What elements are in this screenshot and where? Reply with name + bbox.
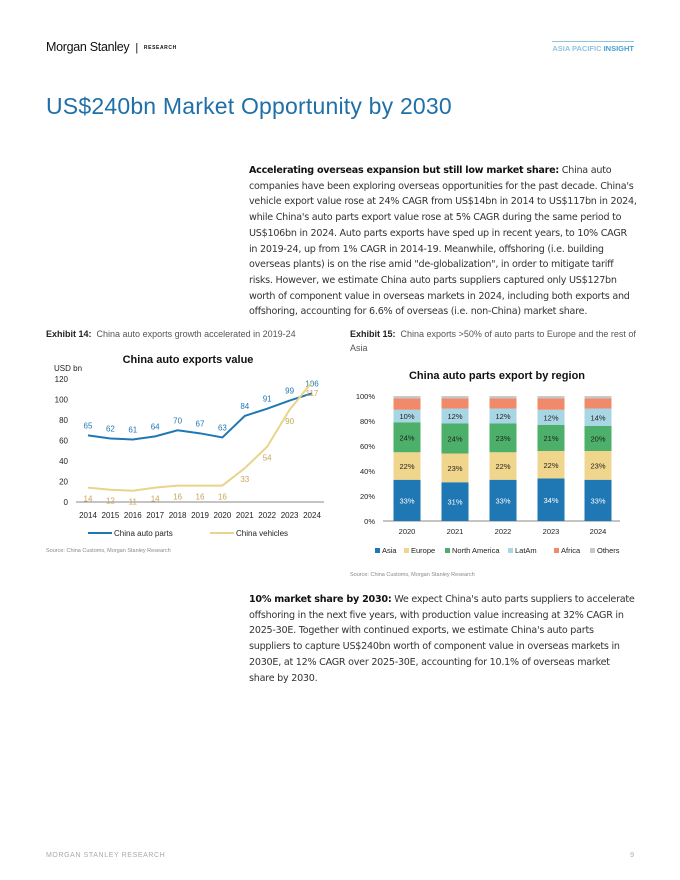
x-tick-label: 2023	[281, 511, 299, 520]
exhibit-caption: China auto exports growth accelerated in…	[96, 329, 296, 339]
paragraph-lead: Accelerating overseas expansion but stil…	[249, 165, 559, 176]
legend-label: China auto parts	[114, 529, 173, 538]
logo-separator: |	[135, 42, 138, 54]
data-label: 63	[218, 423, 227, 432]
page-number: 9	[630, 852, 634, 859]
series-suffix: INSIGHT	[603, 44, 634, 53]
exhibit-label: Exhibit 14:	[46, 329, 92, 339]
data-label: 16	[218, 493, 227, 502]
data-label: 16	[196, 493, 205, 502]
page-title: US$240bn Market Opportunity by 2030	[46, 93, 452, 119]
y-tick-label: 120	[55, 375, 69, 384]
data-label: 84	[240, 402, 249, 411]
legend-label: China vehicles	[236, 529, 288, 538]
paragraph-body: We expect China's auto parts suppliers t…	[249, 594, 635, 684]
series-line-china-vehicles	[87, 381, 313, 492]
x-tick-label: 2017	[146, 511, 164, 520]
exhibit-14-caption: Exhibit 14: China auto exports growth ac…	[46, 327, 336, 341]
y-tick-label: 40	[59, 457, 68, 466]
x-tick-label: 2014	[79, 511, 97, 520]
exhibit-label: Exhibit 15:	[350, 329, 396, 339]
data-label: 12	[106, 497, 115, 506]
y-tick-label: 100	[55, 396, 69, 405]
brand-name: Morgan Stanley	[46, 40, 130, 54]
x-tick-label: 2020	[214, 511, 232, 520]
x-tick-label: 2022	[258, 511, 276, 520]
section-label: RESEARCH	[143, 45, 177, 51]
data-label: 90	[285, 417, 294, 426]
data-label: 62	[106, 424, 115, 433]
data-label: 65	[84, 421, 93, 430]
x-tick-label: 2018	[169, 511, 187, 520]
data-label: 14	[151, 495, 160, 504]
paragraph-overseas-expansion: Accelerating overseas expansion but stil…	[249, 163, 637, 320]
y-tick-label: 60	[59, 437, 68, 446]
data-label: 64	[151, 422, 160, 431]
data-label: 99	[285, 387, 294, 396]
exhibit-15-source: Source: China Customs, Morgan Stanley Re…	[350, 572, 475, 578]
exhibit-caption: China exports >50% of auto parts to Euro…	[350, 329, 636, 353]
y-tick-label: 20	[59, 478, 68, 487]
paragraph-market-share-2030: 10% market share by 2030: We expect Chin…	[249, 592, 637, 686]
x-tick-label: 2024	[303, 511, 321, 520]
data-label: 67	[196, 419, 205, 428]
series-line-china-auto-parts	[87, 392, 313, 441]
series-label: ASIA PACIFIC INSIGHT	[552, 41, 634, 53]
data-label: 33	[240, 475, 249, 484]
y-axis-label: USD bn	[54, 364, 82, 373]
footer-text: MORGAN STANLEY RESEARCH	[46, 852, 166, 859]
data-label: 54	[263, 454, 272, 463]
data-label: 11	[129, 498, 138, 507]
data-label: 117	[306, 389, 319, 398]
chart-title: China auto exports value	[123, 354, 254, 366]
x-tick-label: 2016	[124, 511, 142, 520]
data-label: 91	[263, 395, 272, 404]
x-tick-label: 2021	[236, 511, 254, 520]
series-prefix: ASIA PACIFIC	[552, 44, 602, 53]
data-label: 16	[173, 493, 182, 502]
brand-logo: Morgan Stanley | RESEARCH	[46, 40, 177, 54]
x-tick-label: 2019	[191, 511, 209, 520]
data-label: 106	[305, 379, 319, 388]
paragraph-body: China auto companies have been exploring…	[249, 165, 637, 318]
data-label: 70	[173, 416, 182, 425]
y-tick-label: 80	[59, 416, 68, 425]
exhibit-14-source: Source: China Customs, Morgan Stanley Re…	[46, 548, 171, 554]
y-tick-label: 0	[64, 498, 69, 507]
x-tick-label: 2015	[102, 511, 120, 520]
data-label: 14	[84, 495, 93, 504]
paragraph-lead: 10% market share by 2030:	[249, 594, 392, 605]
data-label: 61	[128, 425, 137, 434]
exhibit-15-caption: Exhibit 15: China exports >50% of auto p…	[350, 327, 640, 355]
